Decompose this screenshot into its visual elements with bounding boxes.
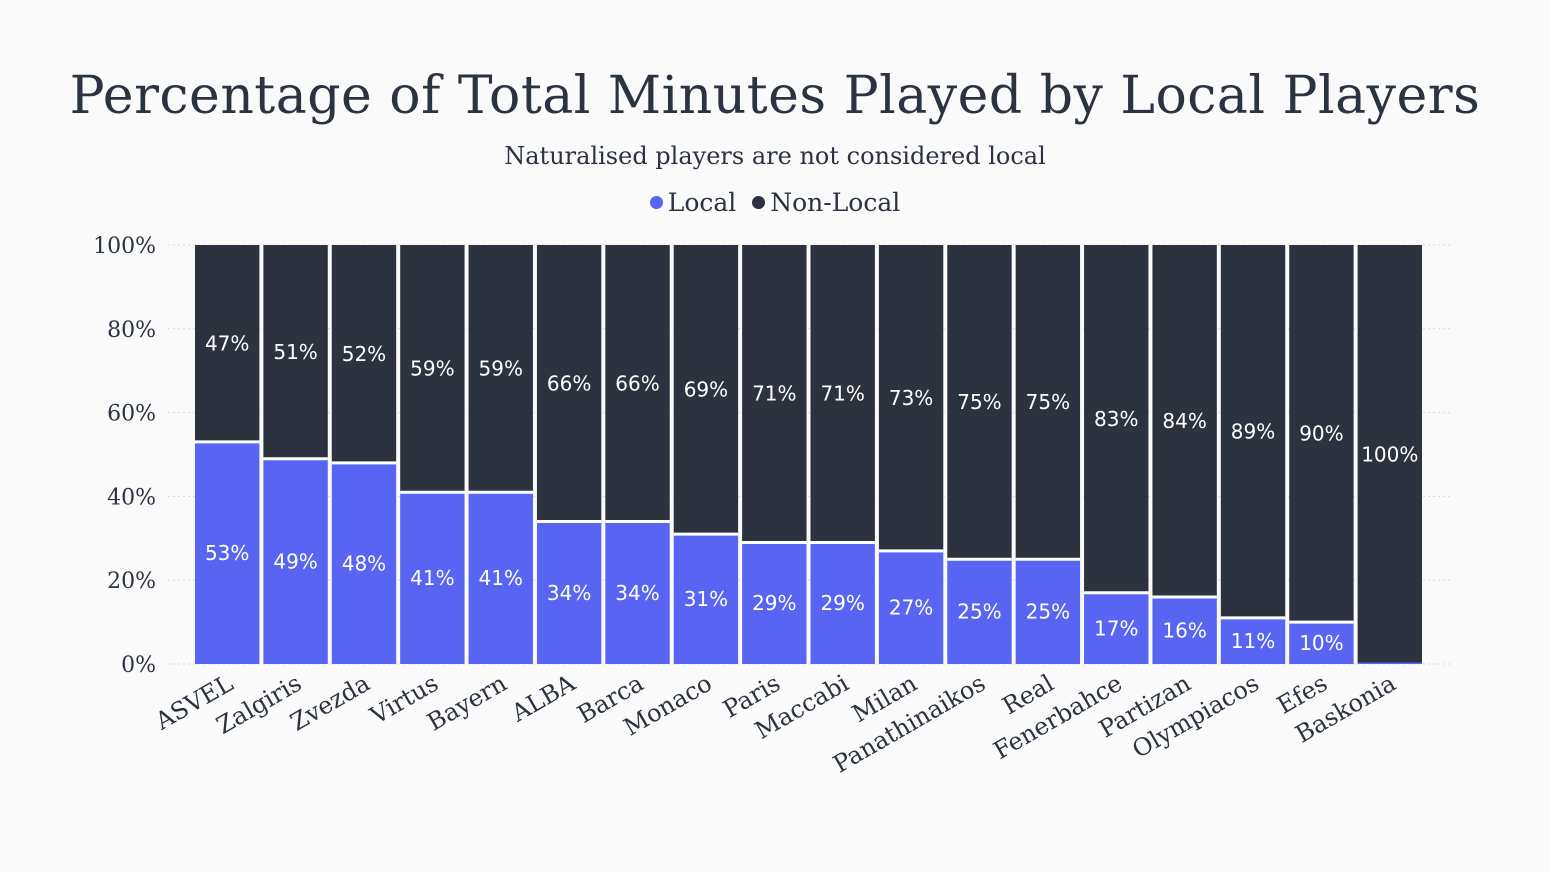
data-label-local: 10% — [1299, 631, 1343, 655]
bar-non-local — [468, 245, 533, 493]
bar-non-local — [1289, 245, 1354, 623]
bar-local — [878, 550, 944, 664]
bar-local — [1015, 559, 1081, 664]
chart-subtitle: Naturalised players are not considered l… — [504, 142, 1046, 170]
bar-local — [468, 492, 533, 664]
chart-title: Percentage of Total Minutes Played by Lo… — [69, 66, 1481, 126]
y-tick-label: 60% — [107, 402, 156, 427]
x-tick-label: Bayern — [422, 669, 511, 737]
data-label-local: 25% — [1026, 600, 1070, 624]
data-label-non-local: 52% — [342, 342, 386, 366]
bar-local — [947, 559, 1012, 664]
bar-local — [536, 521, 602, 664]
data-label-local: 34% — [615, 581, 659, 605]
data-label-non-local: 69% — [684, 378, 728, 402]
data-label-non-local: 83% — [1094, 407, 1138, 431]
bar-local — [1289, 622, 1354, 664]
y-tick-label: 80% — [107, 318, 156, 343]
y-tick-label: 100% — [93, 234, 156, 259]
data-label-local: 48% — [342, 551, 386, 575]
legend-item-non-local[interactable]: Non-Local — [752, 188, 900, 217]
bar-non-local — [1084, 245, 1149, 593]
bar-non-local — [536, 245, 602, 522]
x-tick-label: ALBA — [506, 669, 581, 728]
data-label-non-local: 71% — [820, 382, 864, 406]
data-label-non-local: 100% — [1361, 443, 1418, 467]
data-label-local: 16% — [1162, 618, 1206, 642]
bar-local — [1084, 592, 1149, 664]
data-label-non-local: 51% — [273, 340, 317, 364]
data-label-local: 53% — [205, 541, 249, 565]
bar-non-local — [673, 245, 739, 535]
x-tick-label: Zvezda — [286, 669, 375, 737]
bar-local — [1220, 617, 1286, 664]
bar-local — [263, 458, 328, 664]
data-label-non-local: 89% — [1231, 419, 1275, 443]
data-label-non-local: 71% — [752, 382, 796, 406]
bar-non-local — [1152, 245, 1217, 597]
bar-non-local — [878, 245, 944, 551]
data-label-non-local: 59% — [479, 357, 523, 381]
bar-non-local — [1357, 245, 1422, 664]
data-label-local: 25% — [957, 600, 1001, 624]
data-label-local: 29% — [820, 591, 864, 615]
data-label-local: 49% — [273, 549, 317, 573]
bar-non-local — [947, 245, 1012, 560]
data-label-non-local: 75% — [1026, 390, 1070, 414]
data-label-non-local: 59% — [410, 357, 454, 381]
bar-local — [810, 542, 875, 664]
bar-local — [1152, 596, 1217, 664]
data-label-non-local: 47% — [205, 331, 249, 355]
data-label-non-local: 66% — [615, 371, 659, 395]
data-label-local: 41% — [410, 566, 454, 590]
bar-local — [400, 492, 465, 664]
data-label-non-local: 75% — [957, 390, 1001, 414]
data-label-local: 31% — [684, 587, 728, 611]
data-label-local: 27% — [889, 595, 933, 619]
data-label-non-local: 90% — [1299, 422, 1343, 446]
bar-local — [673, 534, 739, 664]
legend-item-local[interactable]: Local — [649, 188, 737, 217]
data-label-local: 11% — [1231, 629, 1275, 653]
legend-dot-non-local — [752, 196, 766, 209]
data-label-local: 17% — [1094, 616, 1138, 640]
data-label-local: 34% — [547, 581, 591, 605]
data-label-local: 29% — [752, 591, 796, 615]
bar-local — [331, 462, 397, 664]
legend-label-local: Local — [667, 188, 737, 217]
data-label-non-local: 84% — [1162, 409, 1206, 433]
legend-label-non-local: Non-Local — [770, 188, 901, 217]
bar-local — [742, 542, 807, 664]
bar-local — [605, 521, 670, 664]
bar-non-local — [400, 245, 465, 493]
legend: Local Non-Local — [0, 188, 1550, 217]
bar-non-local — [331, 245, 397, 463]
data-label-non-local: 66% — [547, 371, 591, 395]
y-tick-label: 0% — [121, 653, 156, 678]
y-tick-label: 40% — [107, 485, 156, 510]
y-tick-label: 20% — [107, 569, 156, 594]
bar-local — [195, 441, 260, 664]
bar-non-local — [1220, 245, 1286, 618]
bar-non-local — [810, 245, 875, 543]
bar-local — [1357, 662, 1422, 664]
bar-non-local — [195, 245, 260, 442]
bar-non-local — [605, 245, 670, 522]
legend-dot-local — [649, 196, 663, 209]
bar-non-local — [263, 245, 328, 459]
bar-non-local — [742, 245, 807, 543]
bar-non-local — [1015, 245, 1081, 560]
data-label-local: 41% — [479, 566, 523, 590]
data-label-non-local: 73% — [889, 386, 933, 410]
